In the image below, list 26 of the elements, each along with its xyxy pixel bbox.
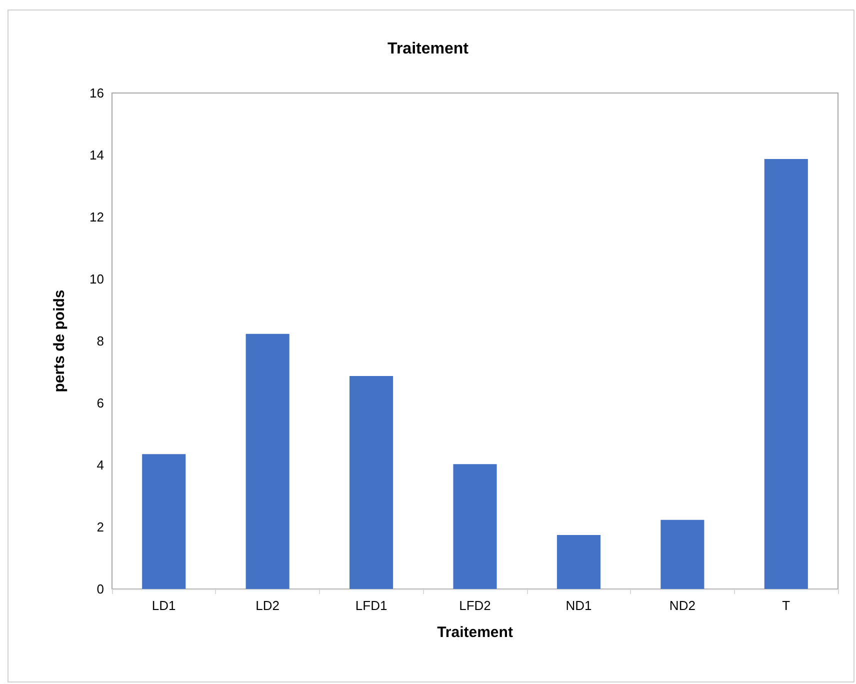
bar [660, 520, 704, 589]
y-tick-label: 2 [96, 520, 104, 534]
y-tick-label: 10 [90, 272, 104, 286]
y-axis-title: perts de poids [51, 290, 68, 392]
y-tick-label: 14 [90, 148, 104, 162]
bar [142, 454, 186, 589]
x-tick-label: T [782, 598, 790, 613]
x-tick-label: LFD1 [355, 598, 388, 613]
y-tick-label: 0 [96, 582, 104, 596]
x-tick-label: ND2 [669, 598, 696, 613]
bar [556, 535, 600, 589]
chart-title: Traitement [388, 40, 470, 58]
bar [764, 159, 808, 589]
y-tick-label: 16 [90, 86, 104, 100]
x-tick-label: LD1 [152, 598, 176, 613]
bar [350, 376, 394, 589]
bar [246, 334, 290, 589]
y-tick-label: 4 [96, 458, 104, 472]
x-axis-title: Traitement [437, 624, 513, 641]
y-tick-label: 6 [96, 396, 104, 410]
x-tick-label: ND1 [566, 598, 592, 613]
x-tick-label: LD2 [256, 598, 280, 613]
y-tick-label: 8 [96, 334, 104, 348]
x-tick-label: LFD2 [459, 598, 491, 613]
bar [453, 464, 497, 589]
y-tick-label: 12 [90, 210, 104, 224]
